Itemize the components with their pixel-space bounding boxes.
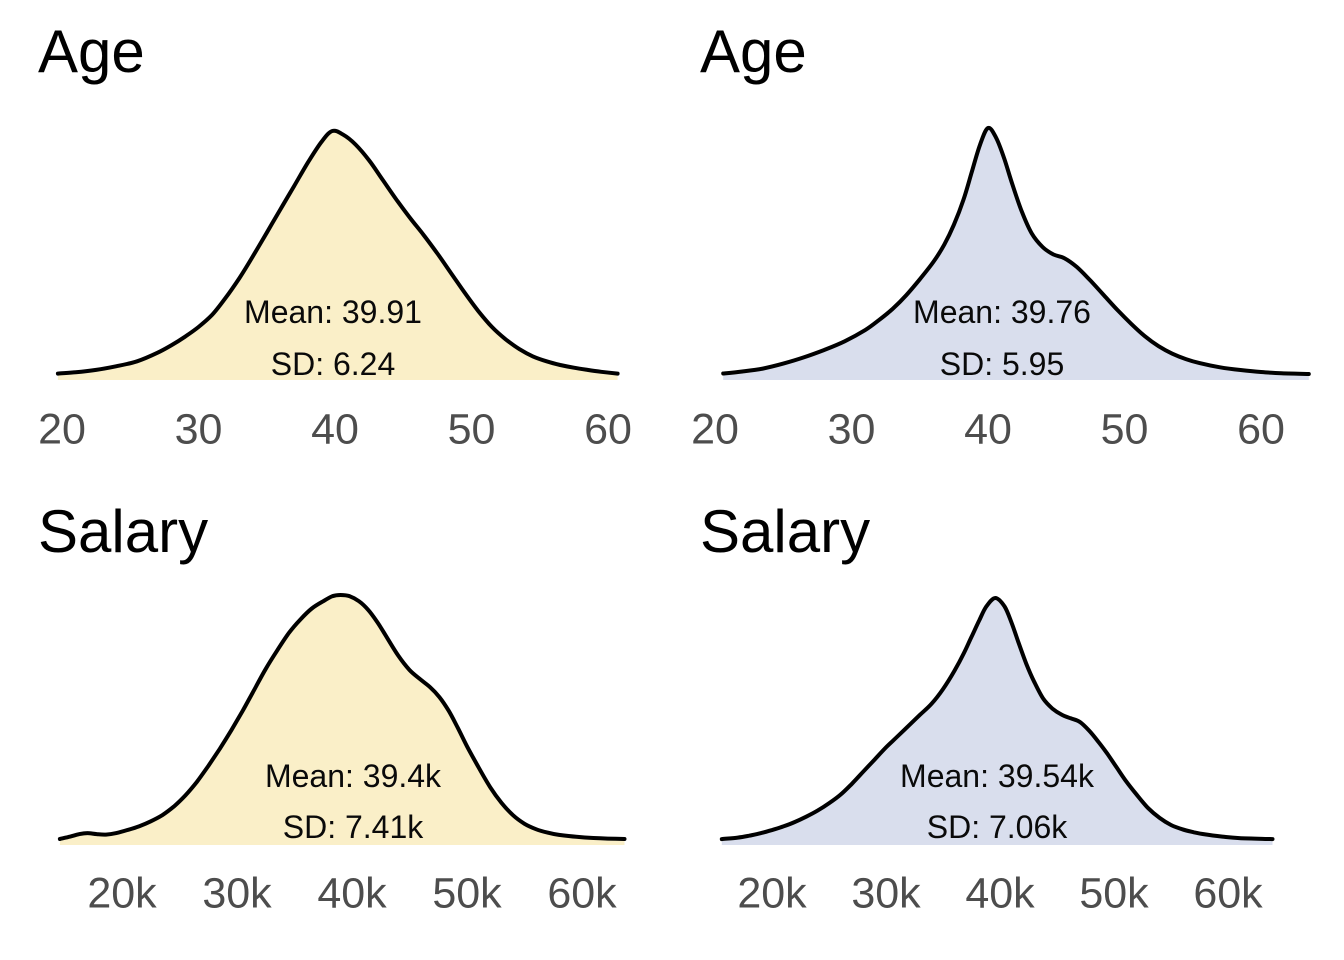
- x-tick-label: 60k: [547, 869, 617, 918]
- panel-title: Salary: [700, 498, 871, 565]
- density-area: [723, 127, 1309, 381]
- density-outline: [721, 125, 1311, 376]
- x-tick-label: 50: [447, 405, 496, 454]
- x-tick-label: 20k: [87, 869, 157, 918]
- x-tick-label: 40: [311, 405, 359, 454]
- mean-annotation: Mean: 39.91: [244, 294, 422, 330]
- panel-salary-blue: Salary Mean: 39.54k SD: 7.06k 20k 30k 40k 5…: [672, 480, 1344, 960]
- x-tick-label: 20: [691, 405, 739, 454]
- mean-annotation: Mean: 39.4k: [264, 758, 442, 794]
- x-tick-label: 30: [827, 405, 876, 454]
- panel-age-yellow: Age Mean: 39.91 SD: 6.24 20 30 40 50 60: [0, 0, 672, 480]
- x-tick-label: 40: [964, 405, 1012, 454]
- density-outline: [55, 128, 620, 376]
- density-outline: [719, 596, 1275, 842]
- x-tick-label: 50k: [1079, 869, 1149, 918]
- x-tick-label: 40k: [317, 869, 387, 918]
- density-area: [721, 598, 1273, 845]
- sd-annotation: SD: 6.24: [270, 346, 396, 382]
- salary-density-chart: [57, 593, 627, 845]
- x-tick-label: 30: [174, 405, 223, 454]
- x-tick-label: 30k: [851, 869, 921, 918]
- x-tick-label: 50: [1100, 405, 1149, 454]
- mean-annotation: Mean: 39.54k: [900, 758, 1094, 794]
- mean-annotation: Mean: 39.76: [913, 294, 1091, 330]
- x-tick-label: 30k: [202, 869, 272, 918]
- x-tick-label: 60: [584, 405, 632, 454]
- density-area: [57, 130, 618, 380]
- panel-title: Age: [38, 18, 145, 85]
- sd-annotation: SD: 5.95: [939, 346, 1065, 382]
- salary-density-chart: [719, 596, 1275, 845]
- panel-salary-yellow: Salary Mean: 39.4k SD: 7.41k 20k 30k 40k 50…: [0, 480, 672, 960]
- x-tick-label: 20: [38, 405, 86, 454]
- age-density-chart: [721, 125, 1311, 381]
- age-density-chart: [55, 128, 620, 380]
- x-tick-label: 40k: [965, 869, 1035, 918]
- x-tick-label: 20k: [737, 869, 807, 918]
- density-area: [59, 595, 625, 845]
- panel-age-blue: Age Mean: 39.76 SD: 5.95 20 30 40 50 60: [672, 0, 1344, 480]
- x-tick-label: 60k: [1193, 869, 1263, 918]
- x-tick-label: 50k: [432, 869, 502, 918]
- sd-annotation: SD: 7.06k: [926, 809, 1068, 845]
- panel-title: Age: [700, 18, 807, 85]
- x-tick-label: 60: [1237, 405, 1285, 454]
- sd-annotation: SD: 7.41k: [282, 809, 424, 845]
- density-outline: [57, 593, 627, 841]
- panel-title: Salary: [38, 498, 209, 565]
